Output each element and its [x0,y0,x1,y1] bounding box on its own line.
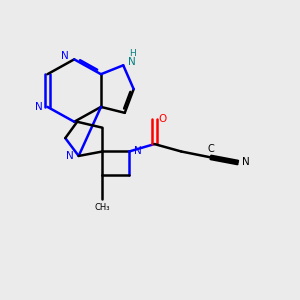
Text: N: N [128,57,136,67]
Text: N: N [134,146,141,157]
Text: CH₃: CH₃ [94,203,110,212]
Text: C: C [208,144,214,154]
Text: N: N [67,151,74,161]
Text: O: O [159,114,167,124]
Text: N: N [35,102,42,112]
Text: N: N [61,51,69,62]
Text: H: H [129,50,136,58]
Text: N: N [242,158,250,167]
